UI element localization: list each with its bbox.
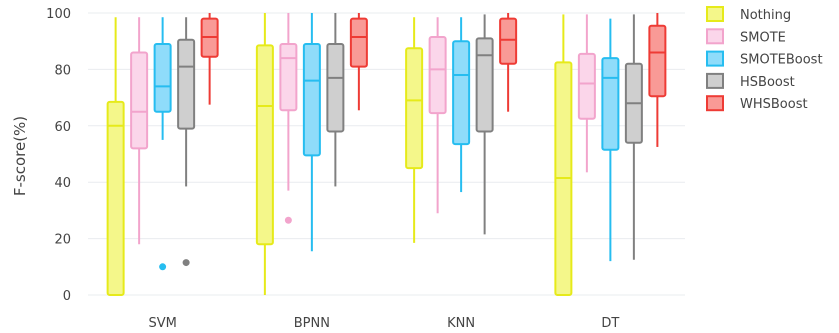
legend-item-smoteboost[interactable]: SMOTEBoost [706, 50, 823, 68]
series-hsboost [177, 13, 643, 267]
box-iqr [452, 40, 471, 146]
y-axis-ticks: 0 20 40 60 80 100 [46, 7, 71, 304]
box-iqr [601, 57, 620, 151]
box-iqr [153, 43, 172, 113]
legend-item-whsboost[interactable]: WHSBoost [706, 95, 808, 112]
box-mark [428, 17, 447, 214]
box-mark [452, 17, 471, 193]
legend: Nothing SMOTE SMOTEBoost HSBoost WHSBoost [706, 6, 823, 112]
outlier-point [284, 216, 292, 224]
legend-swatch [706, 95, 724, 112]
box-mark [106, 17, 125, 296]
x-tick-label: DT [601, 316, 619, 331]
box-iqr [648, 24, 667, 98]
box-mark [130, 17, 149, 245]
legend-label: WHSBoost [740, 97, 808, 112]
box-iqr [405, 47, 424, 170]
box-iqr [499, 17, 518, 65]
box-mark [349, 13, 368, 111]
legend-item-smote[interactable]: SMOTE [706, 28, 786, 45]
y-tick-label: 100 [46, 7, 71, 22]
y-tick-label: 60 [54, 120, 71, 135]
series-smoteboost [153, 13, 620, 271]
box-mark [499, 13, 518, 112]
box-mark [648, 13, 667, 147]
x-tick-label: BPNN [294, 316, 330, 331]
box-iqr [130, 51, 149, 150]
legend-swatch [706, 72, 724, 89]
box-mark [475, 14, 494, 235]
box-series-group [106, 13, 667, 296]
legend-item-hsboost[interactable]: HSBoost [706, 72, 795, 90]
legend-swatch [706, 6, 724, 22]
x-axis-ticks: SVM BPNN KNN DT [148, 316, 619, 331]
y-tick-label: 80 [54, 63, 71, 78]
box-iqr [302, 43, 321, 157]
box-mark [624, 14, 643, 260]
box-iqr [326, 43, 345, 133]
box-mark [255, 13, 274, 295]
box-mark [177, 17, 196, 267]
box-iqr [349, 17, 368, 68]
box-mark [279, 13, 298, 224]
box-iqr [255, 44, 274, 246]
legend-label: Nothing [740, 8, 791, 23]
y-axis-label: F-score(%) [11, 116, 29, 196]
series-whsboost [200, 13, 667, 147]
y-tick-label: 0 [63, 289, 71, 304]
box-iqr [106, 100, 125, 296]
x-tick-label: KNN [447, 316, 475, 331]
outlier-point [159, 263, 167, 271]
x-tick-label: SVM [148, 316, 176, 331]
box-mark [326, 13, 345, 187]
box-mark [601, 18, 620, 262]
y-tick-label: 40 [54, 176, 71, 191]
legend-label: SMOTE [740, 30, 786, 45]
box-iqr [279, 43, 298, 112]
box-mark [153, 17, 172, 271]
series-smote [130, 13, 596, 245]
legend-label: SMOTEBoost [740, 53, 823, 68]
legend-swatch [706, 28, 724, 45]
outlier-point [182, 259, 190, 267]
legend-item-nothing[interactable]: Nothing [706, 6, 791, 23]
box-iqr [577, 52, 596, 120]
legend-label: HSBoost [740, 75, 795, 90]
legend-swatch [706, 50, 724, 67]
series-nothing [106, 13, 573, 296]
box-iqr [475, 37, 494, 133]
box-mark [405, 17, 424, 243]
box-iqr [428, 35, 447, 115]
box-mark [577, 14, 596, 173]
y-tick-label: 20 [54, 233, 71, 248]
box-mark [554, 14, 573, 296]
box-mark [302, 13, 321, 252]
box-mark [200, 13, 219, 105]
box-iqr [177, 38, 196, 130]
